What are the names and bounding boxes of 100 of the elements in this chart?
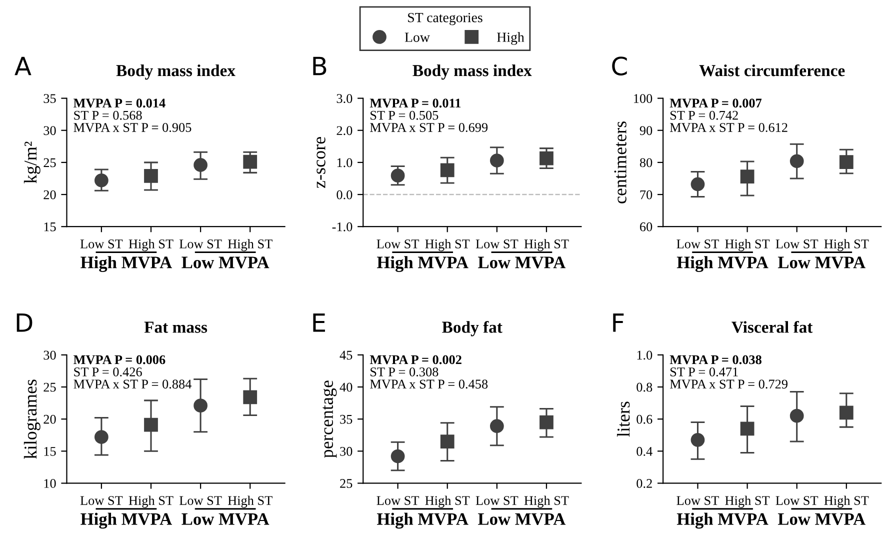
point xyxy=(690,177,705,192)
point xyxy=(690,432,705,447)
x-tick-label: Low ST xyxy=(476,496,518,505)
annotation: ST P = 0.568 xyxy=(74,110,142,120)
x-tick-label: High ST xyxy=(725,239,770,252)
point xyxy=(839,406,854,420)
x-tick-label: Low ST xyxy=(179,240,222,248)
point xyxy=(790,154,804,168)
x-tick-label: High ST xyxy=(128,239,174,252)
point xyxy=(94,173,108,188)
y-axis-title: liters xyxy=(616,402,630,437)
text: B xyxy=(313,56,326,76)
x-tick-label: High ST xyxy=(425,239,470,252)
x-tick-label: High ST xyxy=(824,239,869,252)
y-tick-label: 15 xyxy=(44,447,56,456)
annotation: MVPA x ST P = 0.612 xyxy=(670,123,788,132)
chart-title: Waist circumference xyxy=(699,64,845,76)
point xyxy=(490,419,504,434)
x-tick-label: Low ST xyxy=(676,496,719,505)
y-tick-label: 30 xyxy=(44,126,56,136)
y-tick-label: 35 xyxy=(44,94,56,103)
chart-title: Body mass index xyxy=(412,64,532,80)
x-tick-label: Low ST xyxy=(80,496,123,505)
x-tick-label: Low ST xyxy=(376,496,420,505)
chart-title: Visceral fat xyxy=(732,320,813,333)
point xyxy=(194,158,208,172)
y-tick-label: 90 xyxy=(640,126,652,136)
x-tick-label: High ST xyxy=(128,496,174,508)
text: Low MVPA xyxy=(478,256,566,268)
point xyxy=(94,430,108,444)
y-tick-label: -1.0 xyxy=(332,222,352,232)
point xyxy=(243,154,258,169)
y-tick-label: 80 xyxy=(640,158,652,168)
point xyxy=(390,449,405,464)
point xyxy=(390,168,405,183)
annotation: ST P = 0.471 xyxy=(670,367,738,376)
annotation: MVPA P = 0.006 xyxy=(74,355,166,364)
y-axis-title: centimeters xyxy=(614,121,626,204)
chart-title: Body mass index xyxy=(116,64,236,80)
text: High MVPA xyxy=(80,256,172,272)
legend-label: High xyxy=(497,32,524,45)
y-tick-label: 30 xyxy=(340,446,352,456)
point xyxy=(144,168,158,183)
y-tick-label: 25 xyxy=(44,158,56,168)
x-tick-label: High ST xyxy=(824,496,869,508)
x-tick-label: High ST xyxy=(524,239,569,252)
y-tick-label: 0.0 xyxy=(336,190,352,200)
text: F xyxy=(613,314,624,332)
x-tick-label: Low ST xyxy=(179,496,222,505)
x-tick-label: High ST xyxy=(725,496,770,508)
y-tick-label: 1.0 xyxy=(637,350,652,360)
annotation: MVPA x ST P = 0.884 xyxy=(74,380,192,389)
y-tick-label: 2.0 xyxy=(336,126,352,136)
y-tick-label: 1.0 xyxy=(337,158,352,168)
annotation: MVPA P = 0.014 xyxy=(74,98,166,108)
annotation: ST P = 0.505 xyxy=(370,110,438,120)
annotation: MVPA P = 0.002 xyxy=(370,355,462,364)
point xyxy=(540,415,554,430)
x-tick-label: High ST xyxy=(228,239,272,252)
y-axis-title: kilogrames xyxy=(24,380,40,459)
point xyxy=(740,422,754,436)
y-axis-title: percentage xyxy=(322,380,337,458)
x-tick-label: Low ST xyxy=(676,240,719,248)
annotation: MVPA x ST P = 0.458 xyxy=(370,380,488,389)
x-tick-label: High ST xyxy=(228,496,272,508)
x-tick-label: High ST xyxy=(425,496,470,508)
y-tick-label: 20 xyxy=(44,414,56,424)
y-tick-label: 35 xyxy=(340,414,352,424)
annotation: MVPA P = 0.011 xyxy=(370,98,461,108)
y-axis-title: z-score xyxy=(316,137,326,188)
y-axis-title: kg/m² xyxy=(24,142,40,184)
annotation: MVPA x ST P = 0.905 xyxy=(74,123,192,132)
point xyxy=(839,155,854,170)
text: A xyxy=(14,56,32,76)
y-tick-label: 40 xyxy=(340,382,352,392)
text: Low MVPA xyxy=(778,513,866,526)
legend-title: ST categories xyxy=(408,12,482,26)
annotation: MVPA x ST P = 0.699 xyxy=(370,123,488,132)
point xyxy=(243,390,258,404)
y-tick-label: 60 xyxy=(640,222,652,232)
y-tick-label: 70 xyxy=(640,190,652,200)
y-tick-label: 45 xyxy=(340,350,352,360)
annotation: MVPA P = 0.007 xyxy=(670,98,762,108)
text: High MVPA xyxy=(676,256,768,272)
x-tick-label: High ST xyxy=(524,496,569,508)
text: High MVPA xyxy=(676,512,768,529)
point xyxy=(490,154,504,168)
point xyxy=(440,163,454,178)
y-tick-label: 0.2 xyxy=(636,479,652,488)
x-tick-label: Low ST xyxy=(476,240,518,248)
x-tick-label: Low ST xyxy=(80,240,123,248)
text: C xyxy=(612,56,627,76)
x-tick-label: Low ST xyxy=(776,496,818,505)
y-tick-label: 100 xyxy=(634,94,652,103)
point xyxy=(740,170,754,184)
legend-label: Low xyxy=(404,32,430,42)
text: High MVPA xyxy=(80,512,172,529)
point xyxy=(144,418,158,432)
annotation: MVPA P = 0.038 xyxy=(670,355,762,364)
y-tick-label: 30 xyxy=(44,350,56,360)
